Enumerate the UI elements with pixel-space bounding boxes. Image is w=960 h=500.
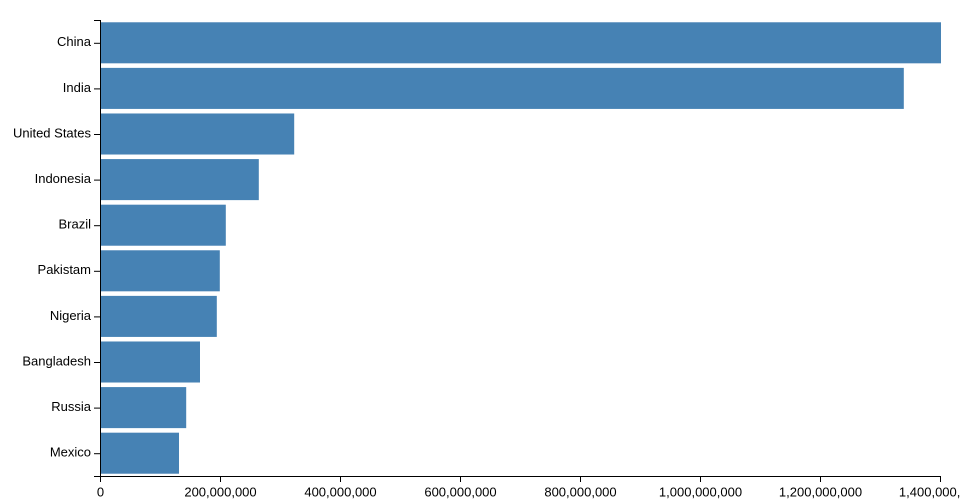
x-tick-label: 200,000,000 xyxy=(184,484,256,499)
x-axis-line xyxy=(100,476,941,482)
y-tick-label: Nigeria xyxy=(50,308,92,323)
y-tick-label: China xyxy=(57,34,92,49)
y-tick-label: India xyxy=(63,80,92,95)
y-tick-label: United States xyxy=(13,125,92,140)
y-tick-label: Mexico xyxy=(50,445,91,460)
bar xyxy=(101,387,187,429)
bar xyxy=(101,22,941,64)
x-tick-label: 1,400,000,000 xyxy=(899,484,960,499)
bar xyxy=(101,295,217,337)
y-tick-label: Brazil xyxy=(58,217,91,232)
y-tick-label: Indonesia xyxy=(35,171,92,186)
bar xyxy=(101,250,220,292)
x-tick-label: 600,000,000 xyxy=(424,484,496,499)
x-tick-label: 1,200,000,000 xyxy=(779,484,862,499)
bar xyxy=(101,113,295,155)
bar xyxy=(101,432,179,474)
y-tick-label: Russia xyxy=(51,399,92,414)
x-tick-label: 400,000,000 xyxy=(304,484,376,499)
bar xyxy=(101,67,904,109)
bar xyxy=(101,341,200,383)
x-tick-label: 0 xyxy=(97,484,104,499)
bar xyxy=(101,159,259,201)
y-tick-label: Bangladesh xyxy=(22,353,91,368)
y-axis-line xyxy=(94,20,101,477)
x-tick-label: 1,000,000,000 xyxy=(659,484,742,499)
y-tick-label: Pakistam xyxy=(38,262,91,277)
x-tick-label: 800,000,000 xyxy=(544,484,616,499)
bar xyxy=(101,204,226,246)
